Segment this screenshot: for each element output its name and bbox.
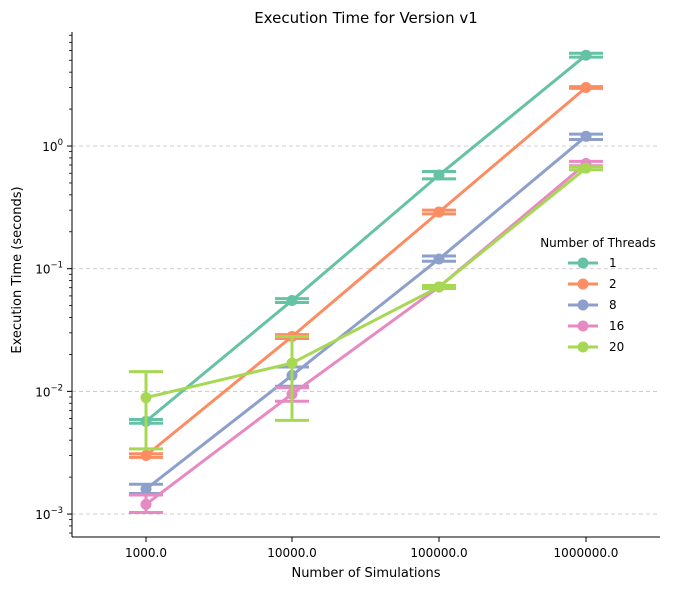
legend-marker (577, 320, 589, 332)
legend-label: 1 (609, 256, 617, 270)
legend-marker (577, 341, 589, 353)
y-axis-label: Execution Time (seconds) (10, 186, 25, 353)
legend-label: 20 (609, 340, 624, 354)
data-point (140, 498, 152, 510)
axes (71, 32, 660, 538)
series-1 (129, 49, 603, 427)
x-tick-label: 1000000.0 (554, 546, 619, 560)
series-line (145, 86, 587, 457)
x-axis-label: Number of Simulations (291, 566, 440, 581)
y-tick-label: 10−2 (35, 383, 63, 399)
series-line (145, 166, 587, 400)
data-point (580, 162, 592, 174)
y-tick-label: 10−1 (35, 261, 63, 277)
series-line (145, 54, 587, 423)
x-tick-label: 10000.0 (267, 546, 317, 560)
data-point (580, 49, 592, 61)
data-point (433, 206, 445, 218)
chart-title: Execution Time for Version v1 (254, 9, 478, 27)
series-line (145, 135, 587, 491)
data-point (433, 281, 445, 293)
grid (72, 145, 660, 515)
legend-label: 8 (609, 298, 617, 312)
y-tick-label: 100 (42, 138, 63, 154)
data-point (433, 169, 445, 181)
data-point (140, 392, 152, 404)
data-point (433, 253, 445, 265)
data-point (286, 357, 298, 369)
data-point (140, 483, 152, 495)
data-point (580, 130, 592, 142)
legend: Number of Threads 1 2 8 16 20 (540, 236, 656, 354)
legend-marker (577, 299, 589, 311)
series-layer (129, 49, 603, 514)
legend-marker (577, 278, 589, 290)
legend-title: Number of Threads (540, 236, 656, 250)
series-20 (129, 162, 603, 451)
legend-label: 16 (609, 319, 624, 333)
x-tick-label: 100000.0 (410, 546, 467, 560)
legend-marker (577, 257, 589, 269)
legend-label: 2 (609, 277, 617, 291)
y-tick-label: 10−3 (35, 506, 63, 522)
series-line (145, 162, 587, 506)
data-point (580, 81, 592, 93)
data-point (140, 450, 152, 462)
x-tick-label: 1000.0 (125, 546, 167, 560)
data-point (286, 295, 298, 307)
series-8 (129, 130, 603, 496)
series-2 (129, 81, 603, 462)
ticks: 10−3 10−2 10−1 100 1000.0 10000.0 100000.0 1000… (35, 34, 619, 560)
